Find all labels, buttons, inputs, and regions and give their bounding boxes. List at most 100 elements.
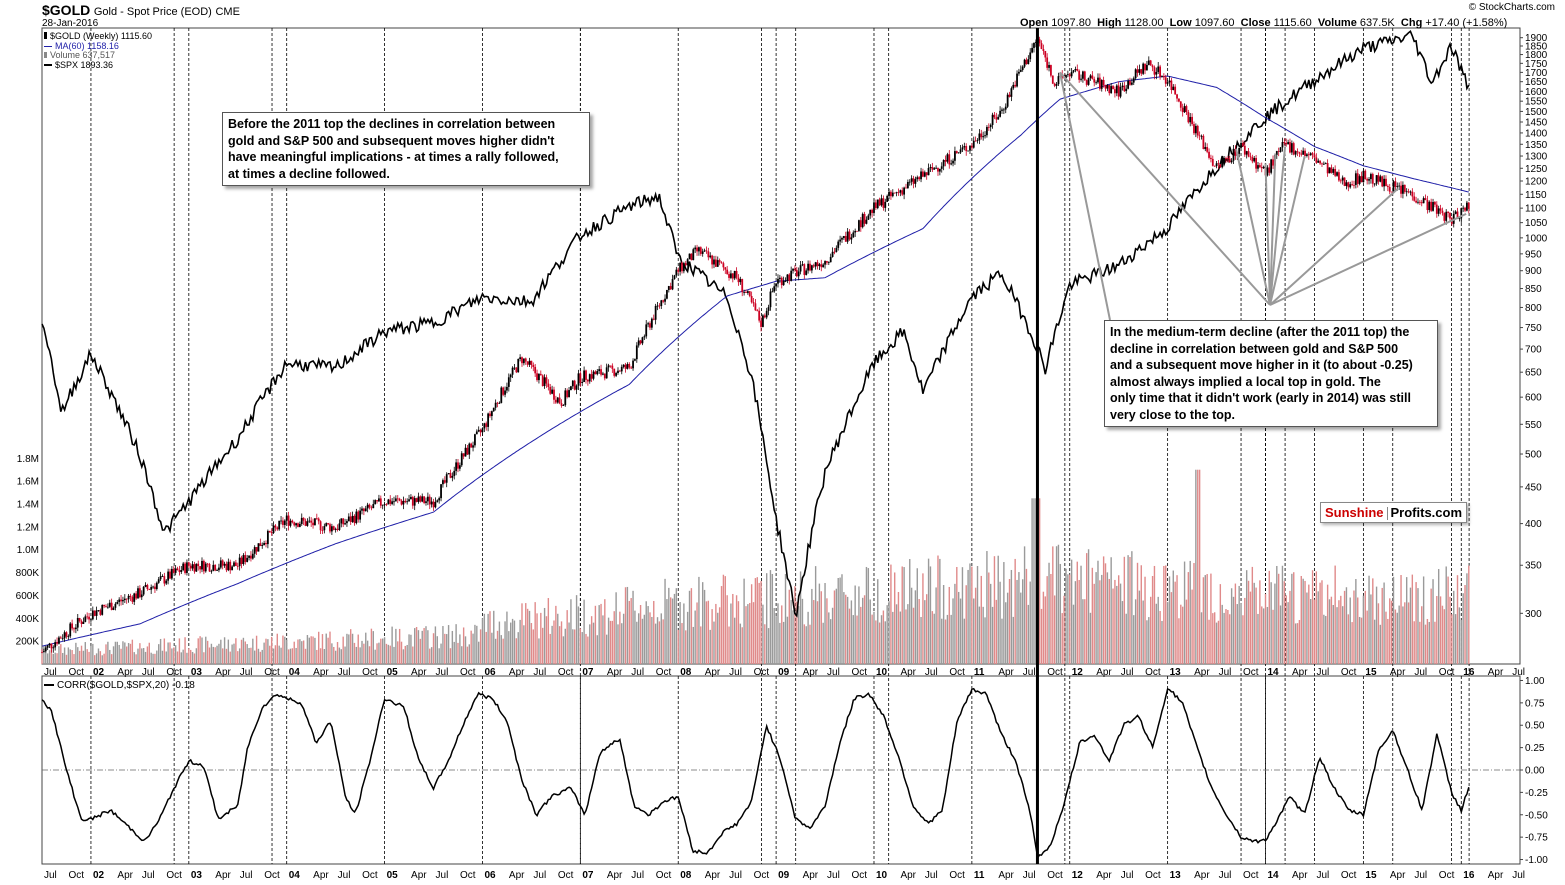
gold-candle-body xyxy=(494,402,497,408)
legend: $GOLD (Weekly) 1115.60 MA(60) 1158.16 Vo… xyxy=(44,31,152,70)
gold-candle-body xyxy=(1439,208,1442,211)
volume-bar xyxy=(609,620,612,664)
volume-bar xyxy=(1099,580,1101,664)
volume-bar xyxy=(963,618,966,664)
volume-bar xyxy=(368,646,371,664)
x-tick-label: Apr xyxy=(313,667,329,678)
volume-bar xyxy=(1021,579,1024,664)
volume-bar xyxy=(605,634,608,664)
gold-candle-body xyxy=(869,209,872,216)
gold-candle-body xyxy=(664,298,666,302)
gold-candle-body xyxy=(270,532,273,534)
gold-candle-body xyxy=(389,499,392,504)
volume-bar xyxy=(647,606,649,664)
gold-candle-body xyxy=(652,318,655,320)
gold-candle-body xyxy=(888,191,890,196)
gold-candle-body xyxy=(144,584,147,587)
gold-candle-body xyxy=(504,390,506,395)
gold-candle-body xyxy=(536,373,538,381)
x-tick-label: Oct xyxy=(1047,870,1063,881)
corr-tick-label: 0.75 xyxy=(1525,698,1545,709)
gold-candle-body xyxy=(530,360,533,365)
gold-candle-body xyxy=(586,379,589,382)
gold-candle-body xyxy=(152,586,154,588)
callout-line xyxy=(1269,146,1287,306)
volume-bar xyxy=(1212,613,1214,664)
gold-candle-body xyxy=(1277,151,1280,152)
x-tick-label: Oct xyxy=(166,667,182,678)
volume-bar xyxy=(1244,597,1246,664)
price-tick-label: 950 xyxy=(1525,249,1542,260)
volume-bar xyxy=(357,634,359,664)
volume-bar xyxy=(732,593,734,664)
gold-candle-body xyxy=(466,447,469,455)
gold-candle-body xyxy=(1018,71,1020,74)
gold-candle-body xyxy=(263,543,266,546)
volume-bar xyxy=(645,601,647,664)
volume-bar xyxy=(1319,582,1321,664)
gold-candle-body xyxy=(711,255,714,265)
gold-candle-body xyxy=(1021,66,1024,70)
volume-bar xyxy=(669,597,672,664)
gold-candle-body xyxy=(1213,165,1216,167)
gold-candle-body xyxy=(233,562,235,567)
gold-candle-body xyxy=(1307,154,1310,156)
volume-bar xyxy=(461,646,463,664)
volume-bar xyxy=(822,622,824,664)
x-tick-label: Jul xyxy=(44,667,57,678)
volume-bar xyxy=(1268,570,1270,664)
gold-candle-body xyxy=(726,269,729,275)
volume-bar xyxy=(1142,600,1144,664)
volume-bar xyxy=(43,645,45,664)
gold-candle-body xyxy=(553,389,555,400)
price-tick-label: 1150 xyxy=(1525,190,1547,201)
source-credit[interactable]: © StockCharts.com xyxy=(1468,2,1555,13)
price-tick-label: 850 xyxy=(1525,284,1542,295)
x-tick-label: Oct xyxy=(558,667,574,678)
volume-bar xyxy=(440,643,442,664)
price-tick-label: 1600 xyxy=(1525,87,1548,98)
gold-candle-body xyxy=(485,423,488,427)
gold-candle-body xyxy=(336,528,339,530)
volume-bar xyxy=(1097,560,1099,664)
volume-bar xyxy=(965,585,967,664)
volume-bar xyxy=(1417,588,1419,664)
x-tick-label: 05 xyxy=(387,667,399,678)
x-tick-label: Apr xyxy=(998,667,1014,678)
volume-bar xyxy=(824,583,826,664)
gold-candle-body xyxy=(1302,150,1305,155)
volume-bar xyxy=(65,654,68,664)
gold-candle-body xyxy=(1430,201,1433,211)
gold-candle-body xyxy=(1464,207,1466,211)
gold-candle-body xyxy=(671,279,674,290)
volume-bar xyxy=(246,644,248,664)
volume-bar xyxy=(683,603,685,664)
gold-candle-body xyxy=(410,496,412,500)
volume-bar xyxy=(255,635,258,664)
volume-bar xyxy=(1197,469,1199,664)
volume-bar xyxy=(58,646,60,664)
gold-candle-body xyxy=(65,632,68,637)
volume-bar xyxy=(910,587,913,664)
volume-bar xyxy=(481,618,484,664)
gold-candle-body xyxy=(1358,176,1361,184)
volume-bar xyxy=(1114,579,1116,664)
volume-bar xyxy=(1255,587,1257,664)
volume-bar xyxy=(1183,561,1186,664)
volume-bar xyxy=(1050,574,1052,664)
volume-bar xyxy=(989,583,992,664)
volume-bar xyxy=(267,639,269,664)
x-tick-label: Jul xyxy=(1316,870,1329,881)
x-tick-label: 05 xyxy=(387,870,399,881)
volume-bar xyxy=(400,641,403,664)
gold-candle-body xyxy=(329,524,331,532)
volume-bar xyxy=(813,600,815,664)
gold-candle-body xyxy=(1014,84,1017,87)
volume-bar xyxy=(675,588,678,664)
gold-candle-body xyxy=(1262,166,1265,169)
volume-bar xyxy=(1379,624,1382,664)
gold-candle-body xyxy=(434,501,437,508)
gold-candle-body xyxy=(1319,160,1321,164)
volume-bar xyxy=(293,641,295,664)
gold-candle-body xyxy=(442,480,444,485)
